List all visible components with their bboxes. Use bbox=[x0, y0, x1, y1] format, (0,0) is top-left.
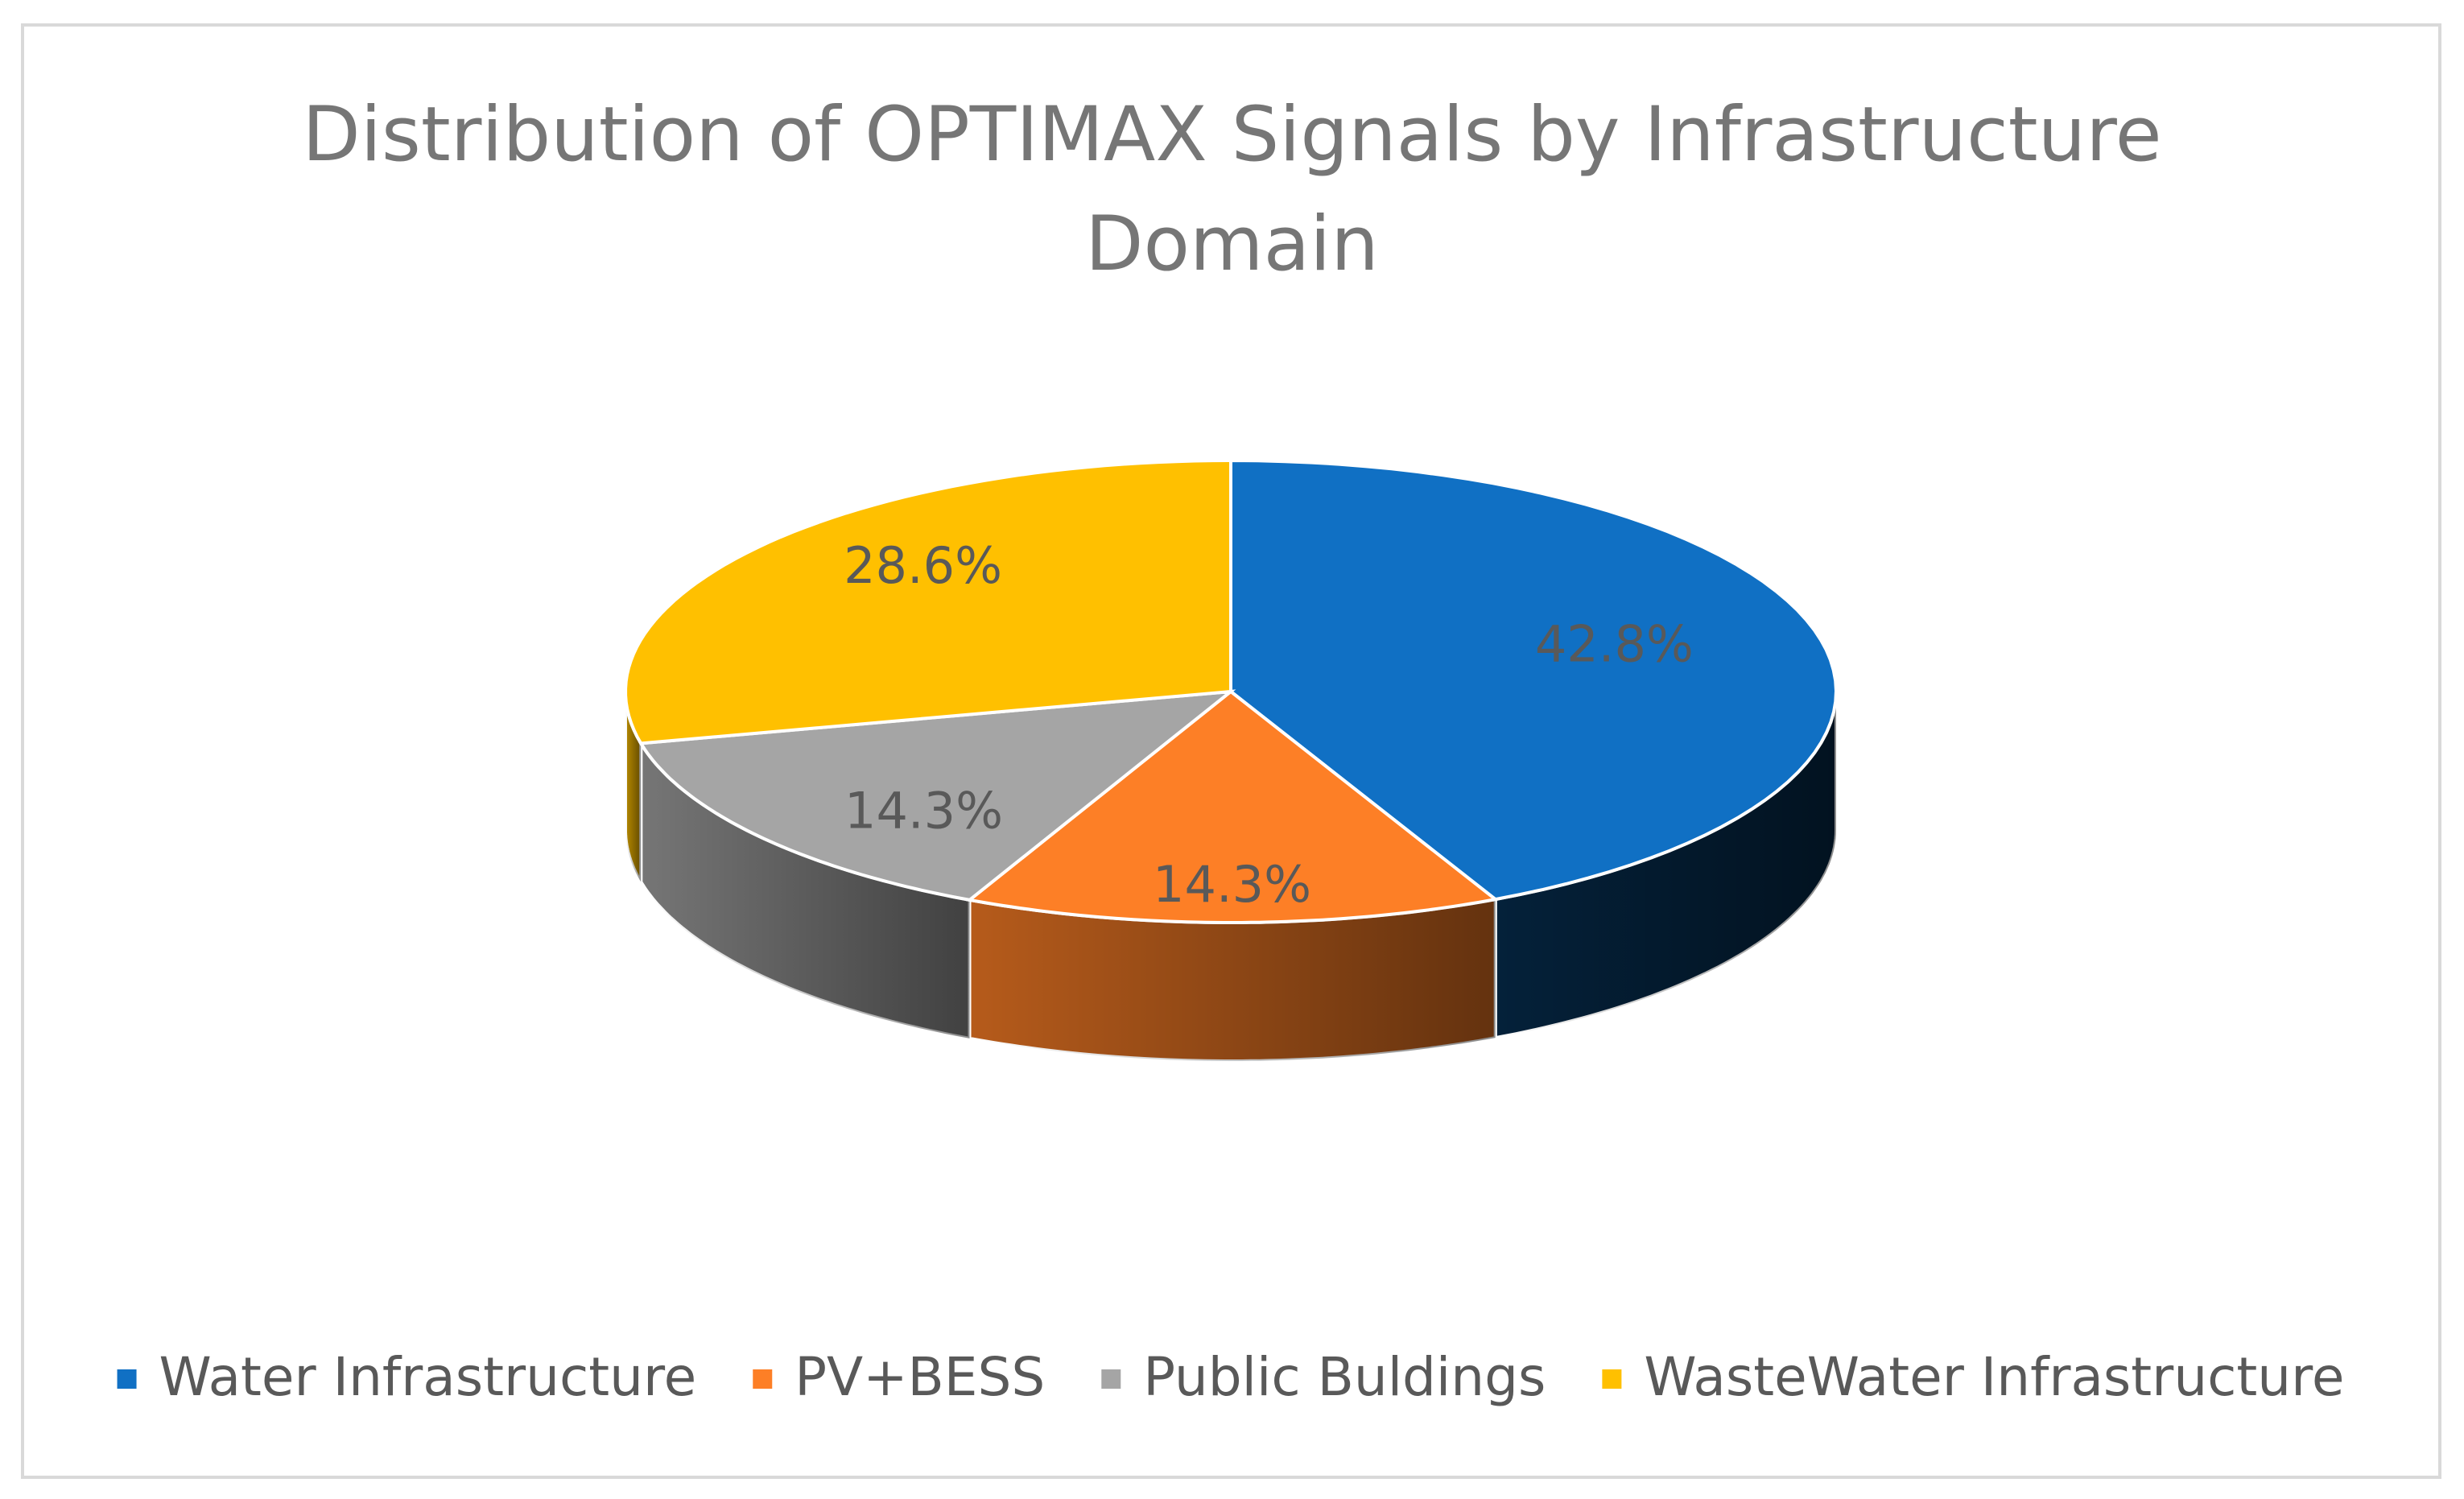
legend-swatch bbox=[1602, 1369, 1622, 1389]
legend-label: PV+BESS bbox=[795, 1346, 1045, 1408]
legend-swatch bbox=[1101, 1369, 1121, 1389]
chart-title: Distribution of OPTIMAX Signals by Infra… bbox=[302, 91, 2162, 288]
pie-slice bbox=[624, 458, 1232, 745]
pie-side-shade bbox=[1495, 692, 1836, 1039]
legend-label: Water Infrastructure bbox=[159, 1346, 697, 1408]
pie-slice bbox=[638, 689, 1236, 902]
pie-slice bbox=[1229, 458, 1839, 902]
pie-tops bbox=[624, 458, 1839, 924]
data-label: 28.6% bbox=[844, 536, 1002, 595]
data-label: 14.3% bbox=[844, 782, 1003, 840]
legend-swatch bbox=[117, 1369, 137, 1389]
data-labels: 42.8% 14.3% 14.3% 28.6% bbox=[844, 536, 1694, 914]
pie-side-shade bbox=[641, 743, 970, 1039]
title-box: Distribution of OPTIMAX Signals by Infra… bbox=[302, 91, 2162, 288]
pie-side-shade bbox=[969, 899, 1496, 1061]
data-label: 42.8% bbox=[1535, 614, 1694, 673]
pie-slice bbox=[965, 689, 1500, 924]
legend-swatch bbox=[753, 1369, 773, 1389]
data-label: 14.3% bbox=[1153, 855, 1311, 914]
legend-label: WasteWater Infrastructure bbox=[1644, 1346, 2344, 1408]
legend-label: Public Buldings bbox=[1143, 1346, 1546, 1408]
legend: Water Infrastructure PV+BESS Public Buldin… bbox=[117, 1346, 2344, 1408]
